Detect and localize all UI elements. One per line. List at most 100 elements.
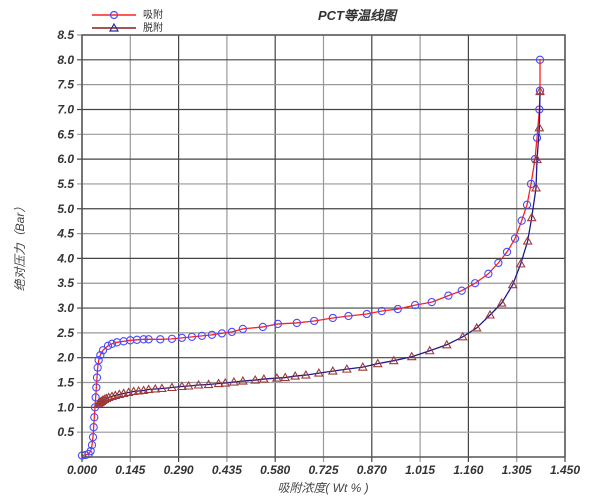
data-point-desorption [515,258,526,268]
y-tick-label: 2.0 [56,351,74,365]
legend-label-adsorption: 吸附 [143,8,163,21]
series-line-0 [81,59,541,457]
x-tick-label: 0.725 [308,463,338,477]
data-point-adsorption [457,286,466,295]
data-point-adsorption [207,330,217,340]
y-tick-label: 1.5 [57,376,74,390]
y-tick-label: 6.0 [57,152,74,166]
data-point-desorption [280,372,291,382]
data-point-adsorption [484,269,493,278]
grid [77,34,566,462]
data-point-adsorption [92,373,102,382]
x-tick-label: 0.000 [67,463,97,477]
x-tick-label: 0.580 [260,463,290,477]
data-point-desorption [522,235,533,245]
data-point-adsorption [107,339,117,348]
data-point-desorption [406,351,417,361]
data-point-adsorption [258,322,268,332]
data-point-adsorption [410,300,420,310]
y-axis-label: 绝对压力（Bar） [13,201,27,292]
legend-marker-triangle [108,22,120,32]
data-point-desorption [258,373,269,383]
x-tick-label: 0.290 [164,463,194,477]
data-point-adsorption [187,332,197,342]
data-point-adsorption [92,383,101,392]
data-point-adsorption [273,319,283,329]
data-point-adsorption [96,351,105,360]
data-point-adsorption [217,329,227,338]
data-point-desorption [150,383,161,393]
x-tick-label: 1.450 [550,463,580,477]
x-tick-label: 0.435 [212,463,242,477]
data-point-adsorption [532,133,542,142]
data-point-adsorption [94,356,103,365]
y-tick-label: 5.0 [57,202,74,216]
y-tick-label: 6.5 [57,127,74,141]
data-point-adsorption [502,247,512,257]
data-point-desorption [166,382,177,392]
data-point-adsorption [393,304,402,314]
x-tick-label: 0.870 [357,463,387,477]
data-point-desorption [290,370,301,380]
y-tick-label: 5.5 [57,177,74,191]
data-point-desorption [526,212,537,222]
data-point-desorption [457,331,468,341]
data-point-desorption [143,384,154,394]
data-point-adsorption [535,55,545,64]
data-point-adsorption [139,335,148,344]
x-tick-label: 0.145 [115,463,145,477]
data-point-desorption [532,154,542,164]
data-point-desorption [203,379,214,389]
legend: 吸附 脱附 [92,8,163,34]
data-point-adsorption [90,403,100,412]
y-tick-label: 7.5 [57,78,74,92]
data-point-adsorption [494,258,503,268]
data-point-desorption [471,322,482,332]
data-point-desorption [107,391,117,400]
data-point-adsorption [90,413,99,422]
data-point-adsorption [98,346,108,355]
data-point-adsorption [377,306,386,316]
data-point-desorption [128,386,139,396]
data-point-adsorption [89,423,98,432]
data-point-adsorption [87,440,97,450]
data-point-adsorption [177,333,187,342]
data-point-adsorption [238,324,248,334]
data-point-desorption [271,372,282,382]
data-point-desorption [507,279,518,289]
legend-label-desorption: 脱附 [143,21,163,34]
data-point-adsorption [470,279,480,288]
data-point-adsorption [526,179,536,189]
data-point-adsorption [362,309,371,319]
data-point-adsorption [91,393,100,402]
y-axis-ticks: 0.5 1.0 1.5 2.0 2.5 3.0 3.5 4.0 4.5 5.0 5.5 6.0 6.5 7… [56,28,74,439]
data-point-adsorption [292,318,302,328]
data-point-desorption [534,122,545,132]
y-tick-label: 8.0 [57,53,74,67]
data-point-adsorption [88,432,98,442]
data-point-desorption [228,376,239,386]
data-point-desorption [300,369,311,379]
data-point-adsorption [144,335,153,344]
data-point-adsorption [103,341,113,350]
chart-title: PCT等温线图 [318,8,398,23]
data-point-desorption [424,345,435,355]
data-point-desorption [193,379,204,389]
legend-marker-circle [109,10,119,20]
plot-frame [81,34,566,458]
y-tick-label: 7.0 [57,102,74,116]
data-point-adsorption [427,297,436,307]
data-point-desorption [133,385,144,395]
y-tick-label: 3.5 [57,276,74,290]
data-point-adsorption [156,335,165,344]
x-tick-label: 1.015 [405,463,435,477]
data-point-desorption [496,297,507,307]
data-point-desorption [327,366,338,375]
y-tick-label: 4.0 [56,251,74,265]
x-tick-label: 1.160 [453,463,483,477]
data-point-desorption [485,309,495,319]
data-point-desorption [441,339,452,349]
data-point-desorption [103,392,114,401]
data-point-desorption [237,375,248,385]
y-tick-label: 1.0 [57,400,74,414]
